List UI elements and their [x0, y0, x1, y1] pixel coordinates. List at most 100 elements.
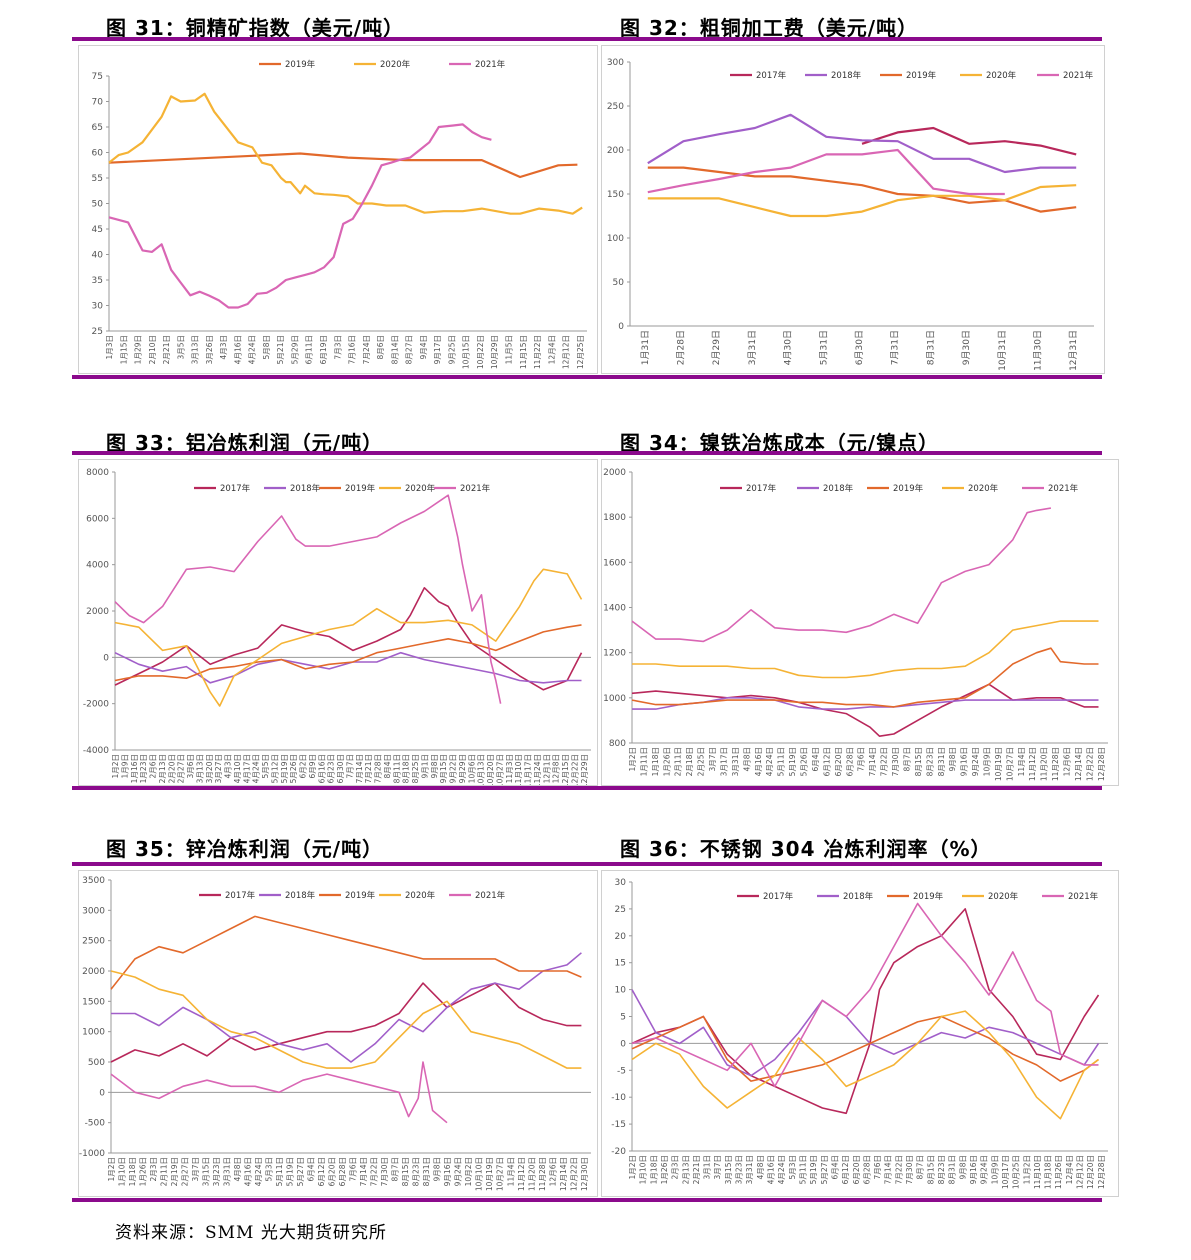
x-tick-label: 3月15日 [724, 1155, 733, 1184]
x-tick-label: 7月28日 [374, 754, 383, 783]
x-tick-label: 1月26日 [139, 1157, 148, 1186]
x-tick-label: 11月26日 [1054, 1155, 1063, 1189]
series-line-2020年 [110, 970, 582, 1069]
series-line-2020年 [632, 620, 1099, 679]
x-tick-label: 6月28日 [338, 1157, 347, 1186]
x-tick-label: 6月20日 [328, 1157, 337, 1186]
legend-label: 2018年 [290, 483, 321, 494]
legend-label: 2019年 [893, 483, 924, 494]
y-tick-label: 150 [607, 190, 624, 200]
x-tick-label: 8月23日 [937, 1155, 946, 1184]
x-tick-label: 10月27日 [496, 1157, 505, 1191]
x-tick-label: 8月23日 [412, 1157, 421, 1186]
x-tick-label: 12月28日 [1097, 1155, 1106, 1189]
x-tick-label: 1月10日 [639, 1155, 648, 1184]
y-tick-label: 2500 [82, 937, 105, 947]
x-tick-label: 5月26日 [289, 754, 298, 783]
x-tick-label: 1月2日 [107, 1157, 116, 1182]
x-tick-label: 11月3日 [505, 754, 514, 783]
x-tick-label: 12月14日 [1074, 747, 1083, 781]
x-tick-label: 12月4日 [547, 335, 556, 364]
x-tick-label: 6月20日 [834, 747, 843, 776]
legend-label: 2018年 [843, 891, 874, 902]
x-tick-label: 6月28日 [862, 1155, 871, 1184]
x-tick-label: 5月19日 [286, 1157, 295, 1186]
x-tick-label: 6月16日 [317, 754, 326, 783]
legend-label: 2021年 [1068, 891, 1099, 902]
x-tick-label: 12月20日 [1086, 1155, 1095, 1189]
series-line-2021年 [631, 902, 1099, 1088]
x-tick-label: 9月24日 [971, 747, 980, 776]
x-tick-label: 2月19日 [170, 1157, 179, 1186]
x-tick-label: 4月24日 [252, 754, 261, 783]
legend-label: 2020年 [405, 483, 436, 494]
chart-title-36: 图 36：不锈钢 304 冶炼利润率（%） [620, 837, 992, 861]
chart-svg-34: 800 1000 1200 1400 1600 1800 2000 1月2日 1月11日 1月18… [603, 468, 1108, 781]
x-tick-label: 11月28日 [1051, 747, 1060, 781]
x-tick-label: 1月18日 [128, 1157, 137, 1186]
x-tick-label: 2月18日 [685, 747, 694, 776]
x-tick-label: 3月13日 [191, 335, 200, 364]
x-tick-label: 7月30日 [380, 1157, 389, 1186]
x-tick-label: 1月10日 [118, 1157, 127, 1186]
x-tick-label: 1月3日 [105, 335, 114, 360]
x-tick-label: 1月2日 [628, 1155, 637, 1180]
x-tick-label: 8月15日 [914, 747, 923, 776]
x-tick-label: 8月7日 [391, 1157, 400, 1182]
x-tick-label: 9月25日 [447, 335, 456, 364]
x-tick-label: 11月4日 [1017, 747, 1026, 776]
y-tick-label: 500 [88, 1058, 105, 1068]
x-tick-label: 7月22日 [880, 747, 889, 776]
series-line-2017年 [631, 908, 1100, 1115]
y-tick-label: 25 [92, 327, 103, 337]
y-tick-label: -500 [85, 1119, 106, 1129]
series-line-2017年 [631, 683, 1099, 738]
x-tick-label: 10月6日 [467, 754, 476, 783]
legend-label: 2020年 [988, 891, 1019, 902]
y-tick-label: 300 [607, 58, 624, 68]
y-tick-label: -2000 [83, 700, 109, 710]
x-tick-label: 12月1日 [542, 754, 551, 783]
x-tick-label: 7月30日 [905, 1155, 914, 1184]
x-tick-label: 7月16日 [348, 335, 357, 364]
x-tick-label: 10月15日 [462, 335, 471, 369]
series-line-2019年 [114, 624, 582, 682]
y-tick-label: 1000 [603, 694, 626, 704]
x-tick-label: 8月18日 [402, 754, 411, 783]
y-tick-label: -1000 [79, 1149, 105, 1159]
legend-label: 2019年 [913, 891, 944, 902]
x-tick-label: 3月31日 [223, 1157, 232, 1186]
y-tick-label: 1400 [603, 604, 626, 614]
x-tick-label: 7月6日 [857, 747, 866, 772]
y-tick-label: 3000 [82, 906, 105, 916]
x-tick-label: 12月25日 [576, 335, 585, 369]
x-tick-label: 5月5日 [261, 754, 270, 779]
x-tick-label: 8月31日 [948, 1155, 957, 1184]
chart-panel-35: -1000 -500 0 500 1000 1500 2000 2500 3000 3500 1月2… [78, 870, 598, 1197]
x-tick-label: 8月6日 [376, 335, 385, 360]
x-tick-label: 5月3日 [265, 1157, 274, 1182]
x-tick-label: 4月24日 [248, 335, 257, 364]
chart-svg-33: -4000 -2000 0 2000 4000 6000 8000 1月2日 1月9日 1月16日… [83, 468, 591, 785]
legend-label: 2017年 [756, 70, 787, 81]
x-tick-label: 5月19日 [788, 747, 797, 776]
y-tick-label: 2000 [86, 607, 109, 617]
x-tick-label: 9月16日 [960, 747, 969, 776]
legend-label: 2018年 [831, 70, 862, 81]
series-line-2021年 [114, 494, 502, 704]
x-tick-label: 4月24日 [765, 747, 774, 776]
x-tick-label: 4月30日 [783, 330, 794, 365]
x-tick-label: 11月12日 [1028, 747, 1037, 781]
x-tick-label: 1月26日 [662, 747, 671, 776]
x-tick-label: 7月31日 [890, 330, 901, 365]
x-tick-label: 1月26日 [660, 1155, 669, 1184]
x-tick-label: 1月2日 [628, 747, 637, 772]
x-tick-label: 9月24日 [980, 1155, 989, 1184]
x-tick-label: 3月31日 [745, 1155, 754, 1184]
x-tick-label: 6月30日 [854, 330, 865, 365]
y-tick-label: -20 [611, 1147, 626, 1157]
x-tick-label: 8月11日 [392, 754, 401, 783]
x-tick-label: 7月14日 [884, 1155, 893, 1184]
x-tick-label: 12月14日 [559, 1157, 568, 1191]
x-tick-label: 12月6日 [1063, 747, 1072, 776]
